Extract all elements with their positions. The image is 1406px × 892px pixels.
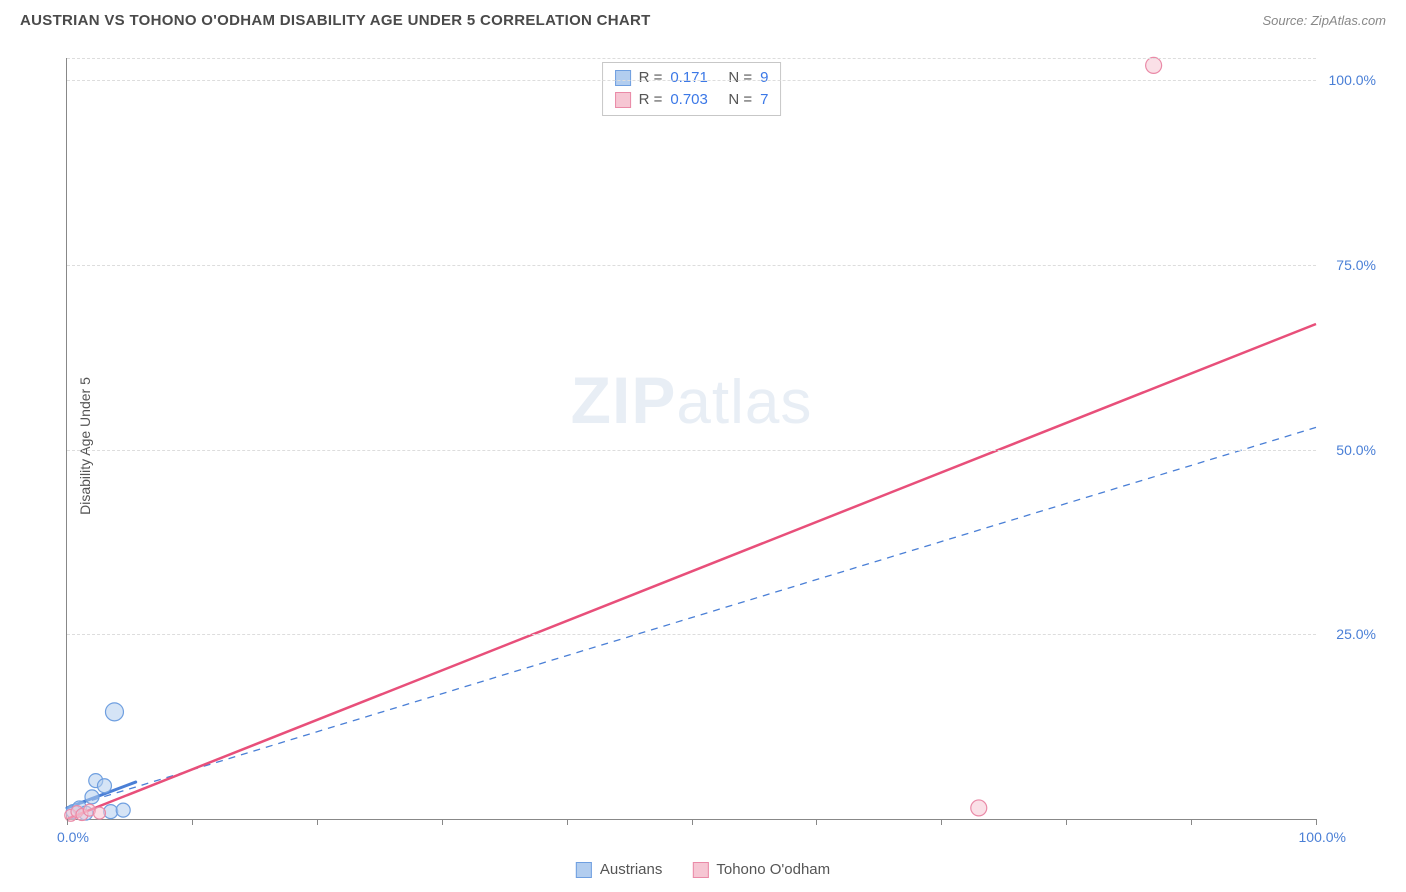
- n-value: 7: [760, 89, 768, 111]
- stats-row: R = 0.171 N = 9: [615, 67, 769, 89]
- r-label: R =: [639, 67, 663, 89]
- chart-title: AUSTRIAN VS TOHONO O'ODHAM DISABILITY AG…: [20, 12, 651, 29]
- data-point: [85, 790, 99, 804]
- gridline-h: [67, 80, 1316, 81]
- gridline-h: [67, 265, 1316, 266]
- legend-label: Tohono O'odham: [716, 861, 830, 878]
- trend-line: [67, 427, 1316, 808]
- plot-region: ZIPatlas R =0.171N =9R =0.703N =7 0.0% 1…: [66, 58, 1316, 820]
- x-tick: [192, 819, 193, 825]
- stats-row: R = 0.703 N = 7: [615, 89, 769, 111]
- chart-header: AUSTRIAN VS TOHONO O'ODHAM DISABILITY AG…: [0, 0, 1406, 37]
- x-tick: [442, 819, 443, 825]
- x-tick: [1066, 819, 1067, 825]
- x-axis-label-end: 100.0%: [1299, 829, 1346, 845]
- chart-area: Disability Age Under 5 ZIPatlas R =0.171…: [20, 44, 1386, 848]
- x-tick: [317, 819, 318, 825]
- data-point: [1146, 57, 1162, 73]
- x-tick: [67, 819, 68, 825]
- x-tick: [941, 819, 942, 825]
- source-label: Source: ZipAtlas.com: [1262, 13, 1386, 28]
- y-tick-label: 100.0%: [1329, 72, 1376, 88]
- gridline-h: [67, 58, 1316, 59]
- r-value: 0.171: [670, 67, 720, 89]
- data-point: [116, 803, 130, 817]
- legend-swatch: [615, 70, 631, 86]
- legend-label: Austrians: [600, 861, 663, 878]
- n-label: N =: [728, 89, 752, 111]
- data-point: [105, 703, 123, 721]
- n-label: N =: [728, 67, 752, 89]
- r-label: R =: [639, 89, 663, 111]
- legend-item: Austrians: [576, 861, 663, 878]
- legend-item: Tohono O'odham: [692, 861, 830, 878]
- data-point: [971, 800, 987, 816]
- legend-swatch: [576, 862, 592, 878]
- y-tick-label: 75.0%: [1336, 257, 1376, 273]
- y-tick-label: 25.0%: [1336, 626, 1376, 642]
- trend-line: [67, 324, 1316, 819]
- gridline-h: [67, 634, 1316, 635]
- bottom-legend: Austrians Tohono O'odham: [576, 861, 830, 878]
- x-axis-label-start: 0.0%: [57, 829, 89, 845]
- y-tick-label: 50.0%: [1336, 442, 1376, 458]
- legend-swatch: [615, 92, 631, 108]
- x-tick: [1316, 819, 1317, 825]
- x-tick: [1191, 819, 1192, 825]
- data-point: [93, 807, 105, 819]
- r-value: 0.703: [670, 89, 720, 111]
- plot-svg: [67, 58, 1316, 819]
- x-tick: [567, 819, 568, 825]
- legend-swatch: [692, 862, 708, 878]
- data-point: [97, 779, 111, 793]
- gridline-h: [67, 450, 1316, 451]
- x-tick: [816, 819, 817, 825]
- stats-box: R = 0.171 N = 9 R = 0.703 N = 7: [602, 62, 782, 116]
- n-value: 9: [760, 67, 768, 89]
- x-tick: [692, 819, 693, 825]
